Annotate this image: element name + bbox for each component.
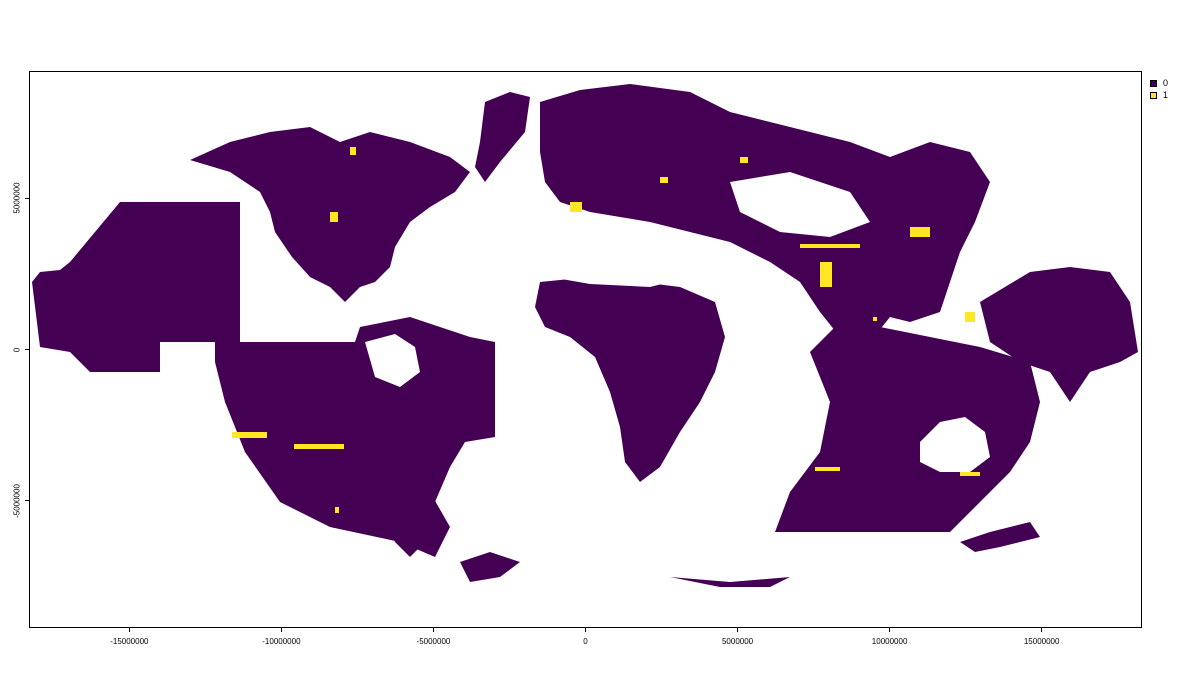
presence-cell — [740, 157, 748, 163]
raster-region-new-zealand — [960, 522, 1040, 552]
presence-cell — [800, 244, 860, 248]
raster-region-antarctic — [460, 552, 520, 582]
australia-gap — [920, 417, 990, 472]
raster-region-indian-ocean — [775, 322, 1040, 532]
x-tick-label: 5000000 — [721, 637, 754, 646]
y-tick-label: -5000000 — [12, 483, 22, 518]
x-tick-mark — [432, 628, 434, 632]
x-tick-mark — [737, 628, 739, 632]
map-panel — [29, 71, 1142, 628]
amazon-gap — [365, 334, 420, 387]
presence-cell — [570, 202, 582, 212]
presence-cell — [910, 227, 930, 237]
raster-region-pacific-east — [980, 267, 1138, 402]
x-tick-mark — [128, 628, 130, 632]
presence-cell — [820, 262, 832, 287]
legend-swatch-0 — [1150, 79, 1157, 87]
sahara-gap — [550, 254, 690, 287]
raster-map — [32, 84, 1138, 587]
y-tick-mark — [25, 500, 29, 502]
legend-item-1: 1 — [1150, 89, 1168, 101]
presence-cell — [960, 472, 980, 476]
legend: 0 1 — [1150, 77, 1168, 101]
x-tick-mark — [1041, 628, 1043, 632]
y-tick-mark — [25, 349, 29, 350]
y-tick-mark — [25, 197, 29, 199]
x-tick-label: 10000000 — [871, 637, 908, 646]
raster-region-pacific-west — [32, 202, 240, 372]
presence-cell — [330, 212, 338, 222]
x-tick-mark — [889, 628, 891, 632]
x-tick-label: 15000000 — [1023, 637, 1060, 646]
x-tick-label: 0 — [583, 637, 588, 646]
asia-gap — [730, 172, 870, 237]
legend-swatch-1 — [1150, 91, 1157, 99]
presence-cell — [232, 432, 267, 438]
raster-region-africa — [535, 277, 725, 482]
x-tick-label: -15000000 — [110, 637, 149, 646]
x-tick-mark — [280, 628, 282, 632]
legend-label-1: 1 — [1163, 90, 1169, 100]
presence-cell — [815, 467, 840, 471]
hawaii-gap — [245, 307, 262, 322]
y-tick-label: 5000000 — [12, 182, 22, 214]
x-tick-mark — [585, 628, 586, 632]
raster-region-greenland — [475, 92, 530, 182]
presence-cell — [350, 147, 356, 155]
legend-label-0: 0 — [1163, 78, 1169, 88]
x-tick-label: -10000000 — [262, 637, 301, 646]
y-tick-label: 0 — [12, 347, 22, 352]
presence-cell — [335, 507, 339, 513]
presence-cell — [660, 177, 668, 183]
presence-cell — [873, 317, 877, 321]
x-tick-label: -5000000 — [416, 637, 451, 646]
presence-cells — [232, 147, 980, 513]
presence-cell — [965, 312, 975, 322]
presence-cell — [294, 444, 344, 449]
raster-region-antarctic-2 — [670, 577, 790, 587]
legend-item-0: 0 — [1150, 77, 1168, 89]
